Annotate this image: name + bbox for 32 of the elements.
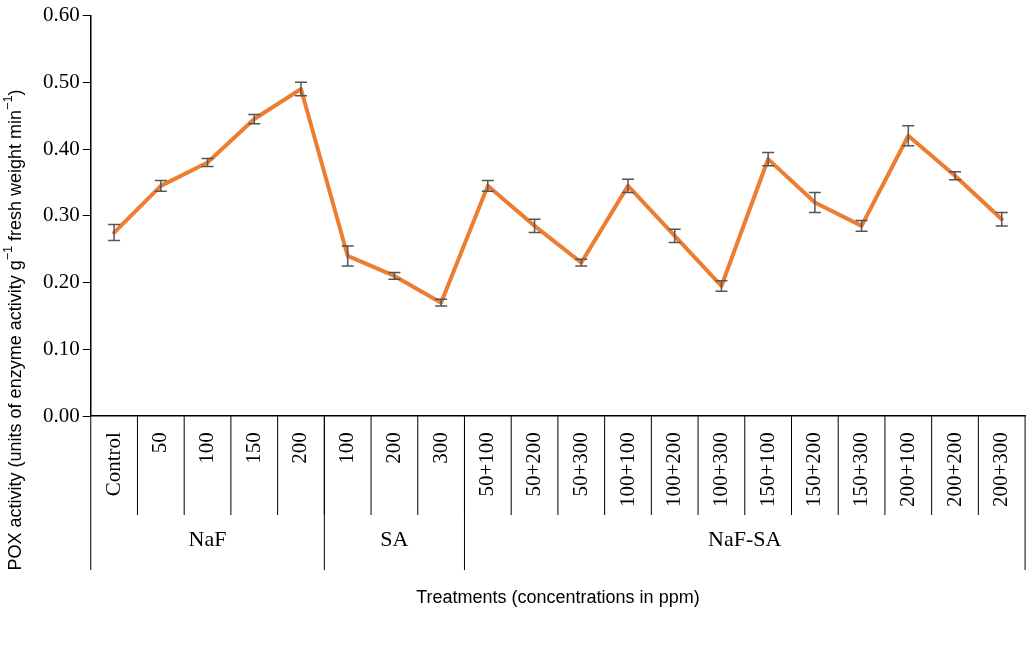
- x-axis-title: Treatments (concentrations in ppm): [416, 586, 700, 607]
- x-tick-label: 100+200: [661, 432, 686, 507]
- y-tick-label: 0.50: [43, 68, 80, 93]
- x-tick-label: 150+200: [801, 432, 826, 507]
- x-tick-label: 200+200: [941, 432, 966, 507]
- x-tick-label: Control: [100, 431, 125, 497]
- x-tick-label: 100: [334, 432, 359, 464]
- x-tick-label: 50+100: [474, 432, 499, 497]
- x-tick-label: 200+300: [988, 432, 1013, 507]
- text: NaF: [188, 525, 227, 551]
- x-tick-label: 200+100: [894, 432, 919, 507]
- x-tick-label: 100+300: [707, 432, 732, 507]
- text: SA: [380, 525, 409, 551]
- x-tick-label: 200: [287, 432, 312, 464]
- y-axis-title: POX activity (units of enzyme activity g−1 fresh weight min−1): [1, 89, 25, 571]
- x-tick-label: 100: [194, 432, 219, 464]
- x-tick-label: 50: [147, 432, 172, 454]
- x-tick-label: 50+300: [567, 432, 592, 497]
- y-tick-label: 0.00: [43, 402, 80, 427]
- y-tick-label: 0.20: [43, 269, 80, 294]
- y-tick-label: 0.40: [43, 135, 80, 160]
- y-tick-label: 0.60: [43, 2, 80, 27]
- text: NaF-SA: [708, 525, 782, 551]
- x-tick-label: 100+100: [614, 432, 639, 507]
- x-tick-label: 150+100: [754, 432, 779, 507]
- y-tick-label: 0.30: [43, 202, 80, 227]
- x-tick-label: 300: [427, 432, 452, 464]
- x-tick-label: 150: [240, 432, 265, 464]
- x-tick-label: 150+300: [848, 432, 873, 507]
- y-tick-label: 0.10: [43, 335, 80, 360]
- x-tick-label: 200: [380, 432, 405, 464]
- x-tick-label: 50+200: [521, 432, 546, 497]
